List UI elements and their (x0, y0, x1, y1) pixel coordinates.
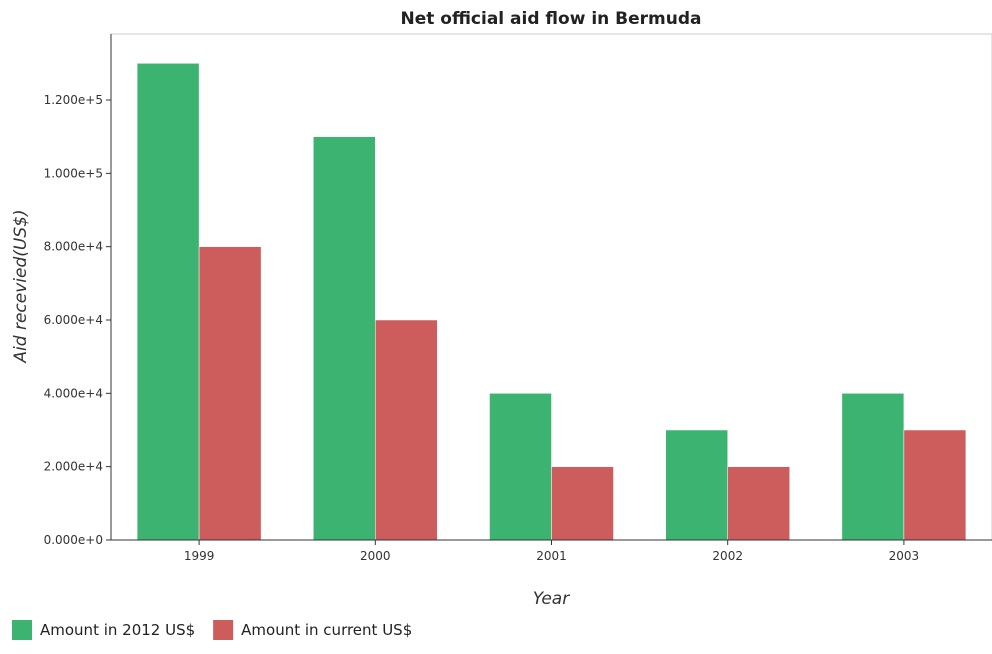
y-tick-label: 2.000e+4 (44, 460, 103, 474)
x-tick-label-2003: 2003 (889, 549, 920, 563)
chart-title: Net official aid flow in Bermuda (400, 9, 701, 29)
y-tick-label: 1.200e+5 (44, 93, 103, 107)
bar-amount-current-usd-2003 (903, 429, 967, 541)
x-tick-label-2001: 2001 (536, 549, 567, 563)
x-tick-label-2002: 2002 (712, 549, 743, 563)
bar-amount-2012-usd-1999 (136, 63, 200, 541)
bar-amount-2012-usd-2002 (665, 429, 728, 541)
bar-amount-2012-usd-2003 (841, 393, 905, 541)
bar-amount-current-usd-2000 (375, 319, 438, 541)
x-axis-label: Year (533, 589, 570, 609)
legend-item-amount-current-usd-label: Amount in current US$ (241, 621, 412, 639)
x-tick-label-2000: 2000 (360, 549, 391, 563)
legend-item-amount-2012-usd-label: Amount in 2012 US$ (40, 621, 195, 639)
x-tick-label-1999: 1999 (184, 549, 215, 563)
y-tick-label: 1.000e+5 (44, 166, 103, 180)
bar-amount-current-usd-2002 (727, 466, 790, 541)
y-tick-label: 4.000e+4 (44, 386, 103, 400)
y-tick-label: 8.000e+4 (44, 240, 103, 254)
bar-amount-current-usd-1999 (198, 246, 262, 541)
y-tick-label: 0.000e+0 (44, 533, 103, 547)
bar-amount-2012-usd-2000 (313, 136, 376, 541)
y-tick-label: 6.000e+4 (44, 313, 103, 327)
legend-item-amount-current-usd-swatch (213, 620, 234, 640)
legend: Amount in 2012 US$ Amount in current US$ (12, 620, 412, 640)
bar-amount-2012-usd-2001 (489, 393, 552, 541)
y-axis-label: Aid recevied(US$) (11, 209, 31, 363)
bars-group (136, 63, 967, 541)
legend-item-amount-2012-usd-swatch (12, 620, 32, 640)
axes-group: 0.000e+0 2.000e+4 4.000e+4 6.000e+4 8.000e+4… (44, 34, 992, 563)
bar-amount-current-usd-2001 (551, 466, 614, 541)
